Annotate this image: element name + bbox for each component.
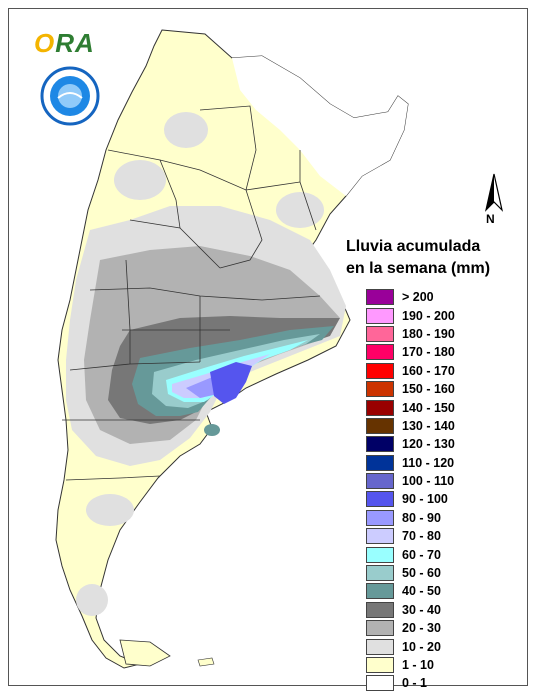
north-label: N	[486, 212, 495, 226]
legend-swatch	[366, 546, 394, 563]
legend-title: Lluvia acumulada en la semana (mm)	[346, 238, 491, 277]
legend-item: 120 - 130	[366, 435, 455, 453]
legend-label: 50 - 60	[402, 566, 441, 581]
legend-swatch	[366, 362, 394, 379]
legend-item: 10 - 20	[366, 637, 455, 655]
legend-swatch	[366, 675, 394, 692]
legend-swatch	[366, 381, 394, 398]
legend-item: 130 - 140	[366, 417, 455, 435]
legend-swatch	[366, 638, 394, 655]
legend-label: 170 - 180	[402, 345, 455, 360]
legend-label: 40 - 50	[402, 584, 441, 599]
legend-swatch	[366, 620, 394, 637]
legend-item: 140 - 150	[366, 398, 455, 416]
zone-40-50-coast	[204, 424, 220, 436]
legend-label: 150 - 160	[402, 382, 455, 397]
legend-item: > 200	[366, 288, 455, 306]
malvinas-islet	[197, 657, 215, 667]
legend-label: 60 - 70	[402, 547, 441, 562]
legend-item: 60 - 70	[366, 545, 455, 563]
legend-item: 80 - 90	[366, 509, 455, 527]
legend-swatch	[366, 473, 394, 490]
legend-item: 0 - 1	[366, 674, 455, 692]
legend-swatch	[366, 417, 394, 434]
legend-swatch	[366, 657, 394, 673]
legend-swatch	[366, 325, 394, 342]
legend-label: 100 - 110	[402, 474, 455, 489]
smn-seal-icon	[40, 66, 100, 126]
legend-swatch	[366, 344, 394, 361]
legend-swatch	[366, 491, 394, 508]
legend-item: 180 - 190	[366, 325, 455, 343]
legend-item: 30 - 40	[366, 601, 455, 619]
legend-item: 20 - 30	[366, 619, 455, 637]
legend-label: 10 - 20	[402, 639, 441, 654]
north-arrow-icon	[484, 173, 504, 212]
legend-swatch	[366, 583, 394, 600]
legend-item: 150 - 160	[366, 380, 455, 398]
legend-item: 110 - 120	[366, 454, 455, 472]
legend-label: 1 - 10	[402, 658, 434, 672]
legend-swatch	[366, 509, 394, 526]
legend-item: 170 - 180	[366, 343, 455, 361]
legend-swatch	[366, 601, 394, 618]
legend-item: 160 - 170	[366, 362, 455, 380]
legend-label: 130 - 140	[402, 418, 455, 433]
legend-item: 190 - 200	[366, 306, 455, 324]
zone-90-100	[210, 362, 252, 404]
legend-swatch	[366, 436, 394, 453]
legend-label: 20 - 30	[402, 621, 441, 636]
legend-label: 30 - 40	[402, 602, 441, 617]
tierra-del-fuego	[119, 639, 171, 667]
legend-swatch	[366, 565, 394, 582]
legend-swatch	[366, 289, 394, 306]
zone-0-1-northeast	[232, 56, 408, 196]
legend-swatch	[366, 528, 394, 545]
legend-item: 1 - 10	[366, 656, 455, 674]
legend-swatch	[366, 399, 394, 416]
legend-label: 190 - 200	[402, 308, 455, 323]
zone-10-20-south-a	[86, 494, 134, 526]
legend-label: > 200	[402, 290, 434, 305]
legend-item: 50 - 60	[366, 564, 455, 582]
legend-item: 70 - 80	[366, 527, 455, 545]
legend-item: 40 - 50	[366, 582, 455, 600]
rainfall-legend: > 200 190 - 200 180 - 190 170 - 180 160 - 17…	[366, 288, 455, 693]
legend-label: 70 - 80	[402, 529, 441, 544]
zone-10-20-north-a	[164, 112, 208, 148]
legend-label: 140 - 150	[402, 400, 455, 415]
zone-10-20-north-c	[276, 192, 324, 228]
legend-swatch	[366, 454, 394, 471]
zone-10-20-south-b	[76, 584, 108, 616]
legend-label: 180 - 190	[402, 326, 455, 341]
zone-10-20-north-b	[114, 160, 166, 200]
ora-logo: ORA	[34, 28, 95, 58]
province-boundaries	[62, 105, 321, 481]
legend-label: 160 - 170	[402, 363, 455, 378]
legend-label: 80 - 90	[402, 510, 441, 525]
legend-label: 120 - 130	[402, 437, 455, 452]
legend-label: 90 - 100	[402, 492, 448, 507]
legend-item: 100 - 110	[366, 472, 455, 490]
legend-label: 110 - 120	[402, 455, 455, 470]
legend-item: 90 - 100	[366, 490, 455, 508]
legend-label: 0 - 1	[402, 676, 428, 691]
legend-swatch	[366, 307, 394, 324]
